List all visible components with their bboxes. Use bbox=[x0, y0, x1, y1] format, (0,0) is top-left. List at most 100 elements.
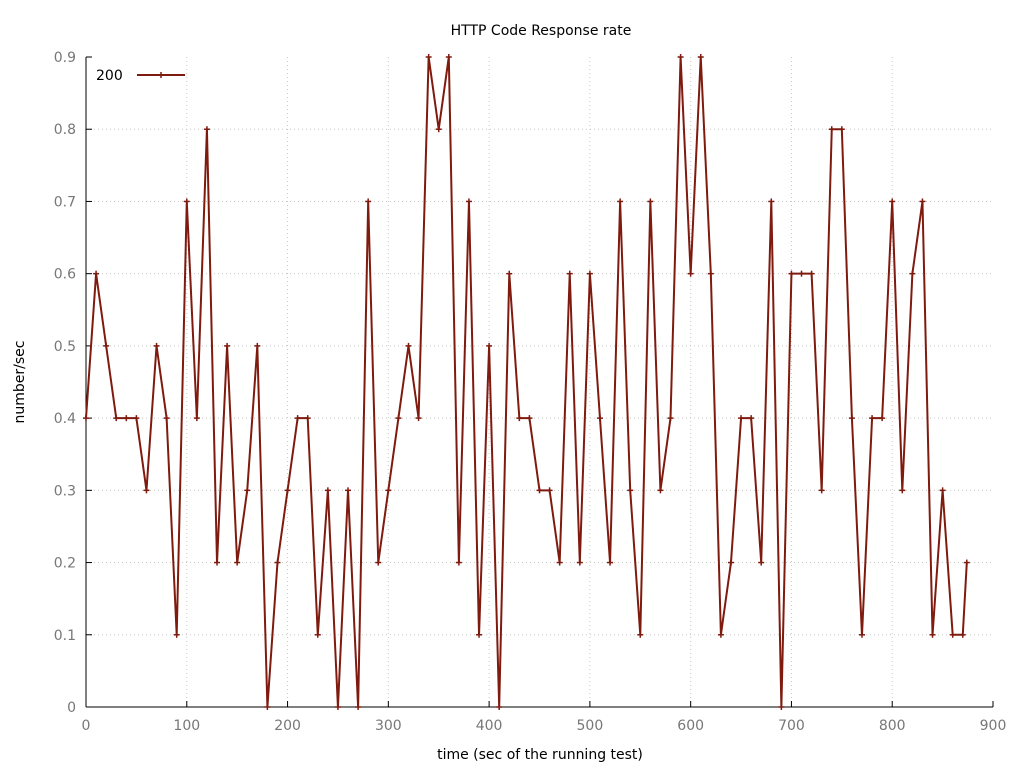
data-point bbox=[244, 487, 251, 494]
data-point bbox=[294, 415, 301, 422]
data-point bbox=[435, 126, 442, 133]
data-point bbox=[163, 415, 170, 422]
data-point bbox=[395, 415, 402, 422]
y-tick-label: 0.2 bbox=[54, 556, 76, 572]
data-point bbox=[465, 198, 472, 205]
data-point bbox=[516, 415, 523, 422]
data-point bbox=[596, 415, 603, 422]
data-point bbox=[193, 415, 200, 422]
data-point bbox=[173, 631, 180, 638]
data-point bbox=[536, 487, 543, 494]
y-tick-label: 0.9 bbox=[54, 50, 76, 66]
data-point bbox=[657, 487, 664, 494]
data-point bbox=[486, 342, 493, 349]
data-point bbox=[123, 415, 130, 422]
data-point bbox=[254, 342, 261, 349]
data-point bbox=[869, 415, 876, 422]
data-point bbox=[677, 54, 684, 60]
data-point bbox=[647, 198, 654, 205]
data-point bbox=[963, 559, 970, 566]
x-tick-label: 300 bbox=[375, 718, 402, 734]
data-point bbox=[455, 559, 462, 566]
data-point bbox=[445, 54, 452, 60]
y-tick-label: 0 bbox=[67, 700, 76, 716]
x-tick-label: 600 bbox=[677, 718, 704, 734]
data-point bbox=[314, 631, 321, 638]
legend-label: 200 bbox=[96, 68, 123, 84]
series-layer bbox=[83, 54, 970, 710]
data-point bbox=[738, 415, 745, 422]
data-point bbox=[778, 704, 785, 710]
data-point bbox=[405, 342, 412, 349]
data-point bbox=[274, 559, 281, 566]
y-axis-title: number/sec bbox=[12, 341, 28, 424]
y-tick-labels: 0 0.1 0.2 0.3 0.4 0.5 0.6 0.7 0.8 0.9 bbox=[54, 50, 76, 716]
data-point bbox=[133, 415, 140, 422]
x-tick-label: 900 bbox=[980, 718, 1007, 734]
legend: 200 bbox=[96, 68, 185, 84]
x-tick-label: 400 bbox=[476, 718, 503, 734]
data-point bbox=[607, 559, 614, 566]
data-point bbox=[183, 198, 190, 205]
data-point bbox=[687, 270, 694, 277]
data-point bbox=[788, 270, 795, 277]
data-point bbox=[748, 415, 755, 422]
data-point bbox=[667, 415, 674, 422]
x-tick-label: 800 bbox=[879, 718, 906, 734]
data-point bbox=[727, 559, 734, 566]
data-point bbox=[848, 415, 855, 422]
y-tick-label: 0.5 bbox=[54, 339, 76, 355]
data-point bbox=[949, 631, 956, 638]
data-point bbox=[284, 487, 291, 494]
data-point bbox=[234, 559, 241, 566]
data-point bbox=[899, 487, 906, 494]
data-point bbox=[83, 415, 89, 422]
data-point bbox=[355, 704, 362, 710]
data-point bbox=[707, 270, 714, 277]
data-point bbox=[717, 631, 724, 638]
data-point bbox=[546, 487, 553, 494]
data-point bbox=[375, 559, 382, 566]
data-point bbox=[637, 631, 644, 638]
data-point bbox=[889, 198, 896, 205]
data-point bbox=[476, 631, 483, 638]
x-tick-label: 0 bbox=[82, 718, 91, 734]
data-point bbox=[496, 704, 503, 710]
data-point bbox=[879, 415, 886, 422]
data-point bbox=[264, 704, 271, 710]
data-point bbox=[415, 415, 422, 422]
y-tick-label: 0.1 bbox=[54, 628, 76, 644]
data-point bbox=[939, 487, 946, 494]
y-tick-label: 0.8 bbox=[54, 122, 76, 138]
data-point bbox=[224, 342, 231, 349]
data-point bbox=[365, 198, 372, 205]
y-tick-label: 0.3 bbox=[54, 483, 76, 499]
data-point bbox=[697, 54, 704, 60]
data-point bbox=[304, 415, 311, 422]
data-point bbox=[425, 54, 432, 60]
data-point bbox=[858, 631, 865, 638]
chart-title: HTTP Code Response rate bbox=[451, 23, 632, 39]
data-point bbox=[103, 342, 110, 349]
data-point bbox=[758, 559, 765, 566]
x-tick-labels: 0 100 200 300 400 500 600 700 800 900 bbox=[82, 718, 1007, 734]
y-tick-label: 0.6 bbox=[54, 267, 76, 283]
data-point bbox=[909, 270, 916, 277]
x-axis-title: time (sec of the running test) bbox=[437, 747, 643, 763]
data-point bbox=[203, 126, 210, 133]
x-tick-label: 100 bbox=[173, 718, 200, 734]
data-point bbox=[768, 198, 775, 205]
data-point bbox=[334, 704, 341, 710]
data-point bbox=[929, 631, 936, 638]
data-point bbox=[214, 559, 221, 566]
data-point bbox=[526, 415, 533, 422]
data-point bbox=[506, 270, 513, 277]
data-point bbox=[566, 270, 573, 277]
x-tick-label: 700 bbox=[778, 718, 805, 734]
grid-layer bbox=[86, 57, 993, 707]
data-point bbox=[586, 270, 593, 277]
data-point bbox=[919, 198, 926, 205]
data-point bbox=[576, 559, 583, 566]
